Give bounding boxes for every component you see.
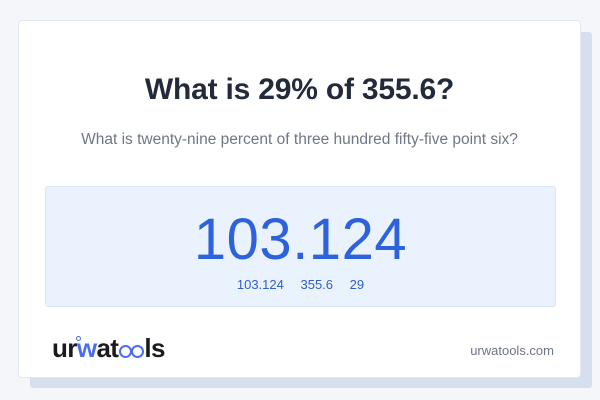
result-card: What is 29% of 355.6? What is twenty-nin…: [18, 20, 581, 378]
logo-binocular-rings-icon: [118, 342, 144, 358]
logo-ring-left-icon: [118, 344, 132, 358]
logo-w-group: w: [75, 333, 97, 363]
logo-segment-ur: ur: [52, 333, 77, 363]
brand-logo[interactable]: ur w at ls: [52, 333, 165, 363]
logo-segment-ls: ls: [144, 333, 165, 363]
logo-segment-at: at: [96, 333, 119, 363]
result-box: 103.124 103.124 355.6 29: [45, 186, 556, 307]
logo-segment-w: w: [76, 333, 97, 363]
page-subtitle: What is twenty-nine percent of three hun…: [81, 131, 518, 148]
result-value: 103.124: [193, 207, 408, 272]
result-part-answer: 103.124: [236, 277, 284, 292]
logo-dot-ring-icon: [75, 336, 81, 341]
result-parts: 103.124 355.6 29: [46, 277, 555, 292]
result-part-percent: 29: [349, 277, 365, 292]
logo-ring-right-icon: [130, 344, 144, 358]
result-part-base: 355.6: [300, 277, 334, 292]
page-title: What is 29% of 355.6?: [144, 73, 455, 106]
site-url: urwatools.com: [470, 343, 554, 358]
